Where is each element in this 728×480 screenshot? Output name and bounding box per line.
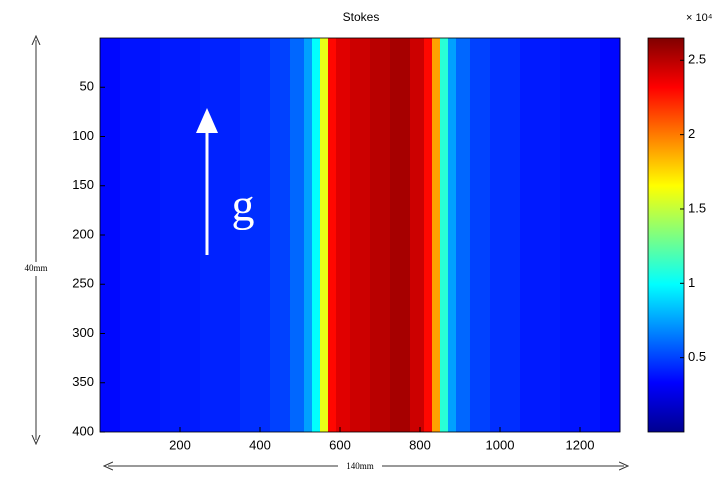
heat-column — [320, 38, 329, 432]
heat-column — [336, 38, 351, 432]
x-tick-label: 800 — [409, 437, 431, 452]
y-tick-label: 200 — [72, 226, 94, 241]
heat-column — [350, 38, 371, 432]
gravity-arrowhead — [196, 108, 218, 133]
vertical-extent-label: 40mm — [24, 263, 47, 273]
y-tick-label: 400 — [72, 423, 94, 438]
colorbar-tick-label: 1 — [688, 275, 695, 290]
x-tick-label: 200 — [169, 437, 191, 452]
heat-column — [120, 38, 161, 432]
heat-column — [370, 38, 391, 432]
heat-column — [270, 38, 291, 432]
heat-column — [410, 38, 425, 432]
y-tick-label: 100 — [72, 128, 94, 143]
heat-column — [456, 38, 471, 432]
gravity-label: g — [232, 180, 255, 231]
colorbar-tick-label: 2.5 — [688, 52, 706, 67]
heat-column — [424, 38, 433, 432]
y-tick-label: 150 — [72, 177, 94, 192]
x-tick-label: 1200 — [566, 437, 595, 452]
x-tick-label: 1000 — [486, 437, 515, 452]
heat-column — [432, 38, 441, 432]
label-bg — [338, 459, 382, 473]
heat-column — [100, 38, 121, 432]
colorbar — [647, 37, 685, 433]
colorbar-tick-label: 1.5 — [688, 200, 706, 215]
y-tick-label: 250 — [72, 276, 94, 291]
heat-column — [440, 38, 449, 432]
heat-column — [560, 38, 601, 432]
heat-column — [304, 38, 313, 432]
heat-column — [600, 38, 621, 432]
chart-title: Stokes — [343, 10, 380, 24]
x-tick-label: 400 — [249, 437, 271, 452]
heat-column — [290, 38, 305, 432]
colorbar-tick-label: 0.5 — [688, 349, 706, 364]
heat-column — [470, 38, 491, 432]
heat-column — [390, 38, 411, 432]
y-tick-label: 300 — [72, 325, 94, 340]
heat-column — [520, 38, 561, 432]
heat-column — [448, 38, 457, 432]
heat-column — [312, 38, 321, 432]
y-tick-label: 350 — [72, 374, 94, 389]
y-tick-label: 50 — [80, 79, 94, 94]
colorbar-tick-label: 2 — [688, 126, 695, 141]
heat-column — [160, 38, 201, 432]
heat-column — [328, 38, 337, 432]
heat-column — [490, 38, 521, 432]
label-bg — [18, 262, 54, 276]
horizontal-extent-label: 140mm — [346, 461, 374, 471]
colorbar-label: × 10⁴ — [686, 12, 713, 24]
x-tick-label: 600 — [329, 437, 351, 452]
heat-column — [240, 38, 271, 432]
